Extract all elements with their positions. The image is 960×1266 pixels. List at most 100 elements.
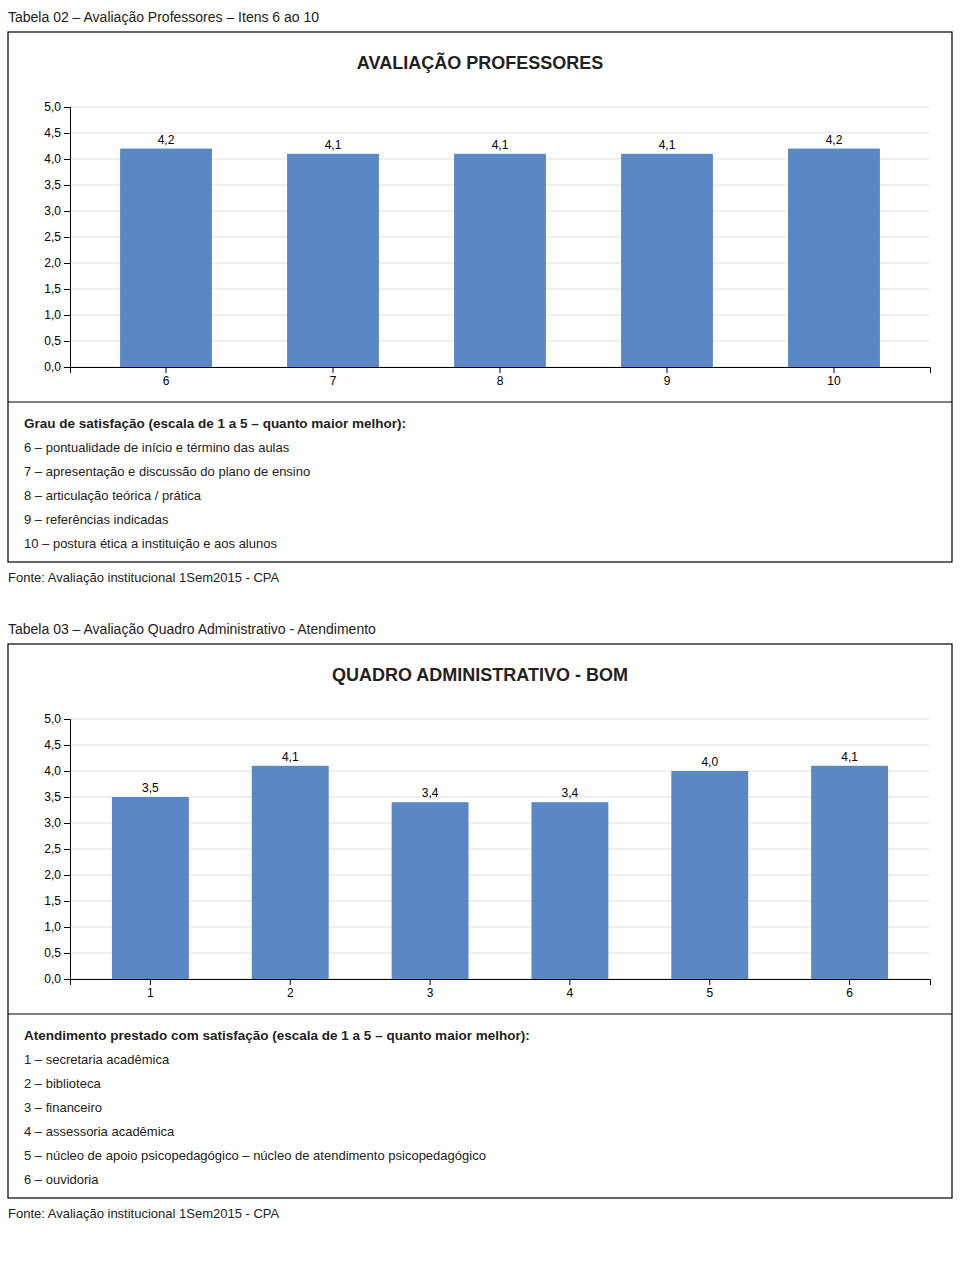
page: Tabela 02 – Avaliação Professores – Iten…: [0, 0, 960, 1266]
y-tick-mark: [64, 341, 70, 342]
y-tick: 2,5: [44, 842, 70, 856]
y-tick-mark: [64, 107, 70, 108]
note-item: 3 – financeiro: [24, 1100, 102, 1115]
y-tick: 2,5: [44, 230, 70, 244]
bar: [671, 771, 748, 979]
note-item: 2 – biblioteca: [24, 1076, 101, 1091]
title: QUADRO ADMINISTRATIVO - BOM: [332, 665, 628, 685]
bars: [112, 766, 888, 979]
data-label: 4,2: [826, 133, 843, 147]
y-tick: 1,0: [44, 920, 70, 934]
y-tick-mark: [64, 849, 70, 850]
x-tick: 7: [330, 367, 337, 388]
note-item: 7 – apresentação e discussão do plano de…: [24, 464, 310, 479]
y-tick-label: 4,0: [44, 764, 61, 778]
y-tick-label: 1,0: [44, 920, 61, 934]
y-tick: 2,0: [44, 868, 70, 882]
x-tick: 6: [163, 367, 170, 388]
y-tick-mark: [64, 237, 70, 238]
note-item: 10 – postura ética a instituição e aos a…: [24, 536, 277, 551]
grid-line: [70, 823, 930, 824]
bar: [120, 149, 212, 367]
y-tick-mark: [64, 263, 70, 264]
x-tick-label: 1: [147, 986, 154, 1000]
x-tick-label: 8: [497, 374, 504, 388]
header: Tabela 03 – Avaliação Quadro Administrat…: [8, 621, 376, 637]
x-tick: 8: [497, 367, 504, 388]
y-axis: 0,00,51,01,52,02,53,03,54,04,55,0: [44, 100, 70, 374]
box-border: [8, 644, 952, 1198]
bars: [120, 149, 880, 367]
x-tick-mark: [290, 979, 291, 985]
y-tick: 4,5: [44, 738, 70, 752]
x-tick: 3: [427, 979, 434, 1000]
y-tick-label: 4,0: [44, 152, 61, 166]
y-tick-label: 1,5: [44, 282, 61, 296]
y-tick-label: 3,5: [44, 790, 61, 804]
x-tick: 1: [147, 979, 154, 1000]
x-tick-mark: [166, 367, 167, 373]
y-tick: 4,5: [44, 126, 70, 140]
chart-section: Tabela 02 – Avaliação Professores – Iten…: [8, 9, 952, 586]
y-tick-label: 2,5: [44, 230, 61, 244]
y-tick-label: 0,0: [44, 360, 61, 374]
y-tick-mark: [64, 953, 70, 954]
y-tick-label: 0,5: [44, 946, 61, 960]
data-label: 4,2: [158, 133, 175, 147]
x-tick: 10: [827, 367, 841, 388]
x-tick-label: 5: [706, 986, 713, 1000]
y-axis-line: [64, 108, 71, 368]
grid-line: [70, 901, 930, 902]
separator: [8, 1014, 952, 1015]
bar: [252, 766, 329, 979]
data-label: 4,1: [282, 750, 299, 764]
y-tick: 4,0: [44, 764, 70, 778]
y-tick: 2,0: [44, 256, 70, 270]
header: Tabela 02 – Avaliação Professores – Iten…: [8, 9, 319, 25]
x-axis: 6 7 8 9 10: [71, 367, 931, 388]
y-tick-mark: [64, 875, 70, 876]
footer: Fonte: Avaliação institucional 1Sem2015 …: [8, 570, 280, 585]
note-item: 5 – núcleo de apoio psicopedagógico – nú…: [24, 1148, 486, 1163]
y-tick-label: 1,5: [44, 894, 61, 908]
y-tick: 0,0: [44, 360, 70, 374]
title: AVALIAÇÃO PROFESSORES: [357, 52, 603, 73]
grid-line: [70, 133, 930, 134]
grid-line: [70, 745, 930, 746]
y-tick-label: 3,5: [44, 178, 61, 192]
data-label: 3,5: [142, 781, 159, 795]
x-tick-label: 10: [827, 374, 841, 388]
y-tick: 3,0: [44, 204, 70, 218]
y-tick-label: 1,0: [44, 308, 61, 322]
x-tick-mark: [430, 979, 431, 985]
y-tick-label: 0,0: [44, 972, 61, 986]
x-tick: 9: [664, 367, 671, 388]
y-tick-label: 2,0: [44, 868, 61, 882]
bar: [112, 797, 189, 979]
note-item: 6 – ouvidoria: [24, 1172, 99, 1187]
data-label: 4,0: [701, 755, 718, 769]
notes: Grau de satisfação (escala de 1 a 5 – qu…: [24, 416, 406, 551]
bar: [287, 154, 379, 367]
y-tick: 1,5: [44, 282, 70, 296]
data-label: 4,1: [659, 138, 676, 152]
y-tick-mark: [64, 823, 70, 824]
x-tick: 2: [287, 979, 294, 1000]
y-axis-line: [64, 720, 71, 980]
note-item: 9 – referências indicadas: [24, 512, 169, 527]
grid-line: [70, 953, 930, 954]
y-tick: 0,0: [44, 972, 70, 986]
y-tick-label: 4,5: [44, 738, 61, 752]
data-label: 3,4: [422, 786, 439, 800]
y-tick-mark: [64, 771, 70, 772]
x-tick-label: 2: [287, 986, 294, 1000]
grid-line: [70, 797, 930, 798]
grid-line: [70, 849, 930, 850]
y-tick: 4,0: [44, 152, 70, 166]
y-tick-mark: [64, 185, 70, 186]
separator: [8, 402, 952, 403]
x-tick-label: 3: [427, 986, 434, 1000]
grid-line: [70, 107, 930, 108]
y-tick-mark: [64, 289, 70, 290]
note-item: 8 – articulação teórica / prática: [24, 488, 202, 503]
